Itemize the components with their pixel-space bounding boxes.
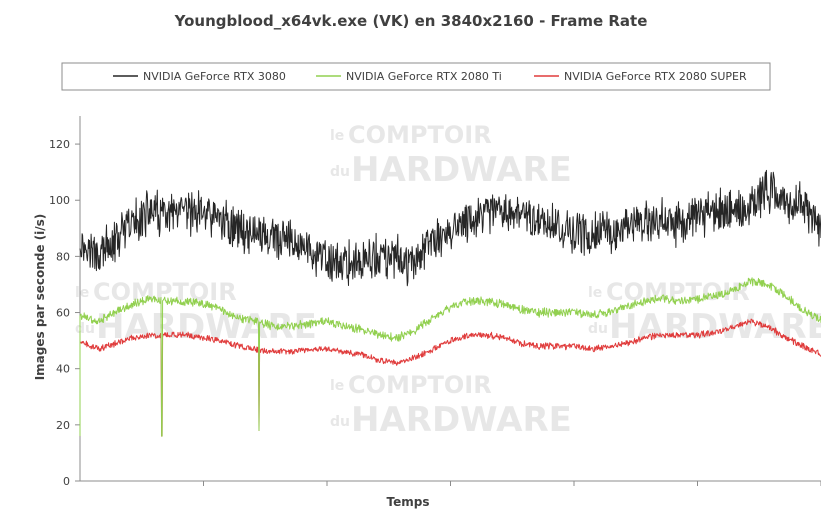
watermark-prefix-2: du [588,321,608,337]
legend-box [61,62,771,91]
watermark-word-1: COMPTOIR [348,121,492,149]
legend: NVIDIA GeForce RTX 3080 NVIDIA GeForce RT… [113,70,747,83]
watermark-prefix-1: le [75,285,89,301]
watermark-word-2: HARDWARE [609,307,821,347]
legend-label: NVIDIA GeForce RTX 2080 SUPER [564,70,747,83]
series-line [79,277,821,437]
watermark-top: le COMPTOIR du HARDWARE [330,121,572,190]
y-tick-label: 60 [56,307,70,320]
watermark-word-1: COMPTOIR [93,278,237,306]
watermark-prefix-1: le [330,378,344,394]
legend-label: NVIDIA GeForce RTX 2080 Ti [346,70,502,83]
watermark-prefix-2: du [330,164,350,180]
chart-title: Youngblood_x64vk.exe (VK) en 3840x2160 -… [174,12,648,30]
y-tick-label: 20 [56,419,70,432]
y-tick-label: 80 [56,250,70,263]
y-tick-label: 100 [49,194,70,207]
watermark-prefix-2: du [330,414,350,430]
series-line [79,318,821,437]
watermark-word-2: HARDWARE [351,150,572,190]
watermark-bottom: le COMPTOIR du HARDWARE [330,371,572,440]
watermark-prefix-2: du [75,321,95,337]
series-line [79,169,821,287]
y-tick-label: 40 [56,363,70,376]
legend-label: NVIDIA GeForce RTX 3080 [143,70,286,83]
watermark-word-1: COMPTOIR [348,371,492,399]
series-group [79,169,821,437]
y-axis-title: Images par seconde (i/s) [33,214,47,381]
y-tick-label: 120 [49,138,70,151]
watermark-prefix-1: le [588,285,602,301]
watermark-prefix-1: le [330,128,344,144]
x-axis-title: Temps [387,495,430,509]
watermark-word-2: HARDWARE [351,400,572,440]
y-tick-label: 0 [63,475,70,488]
watermark: le COMPTOIR du HARDWARE le COMPTOIR du H… [75,121,821,440]
